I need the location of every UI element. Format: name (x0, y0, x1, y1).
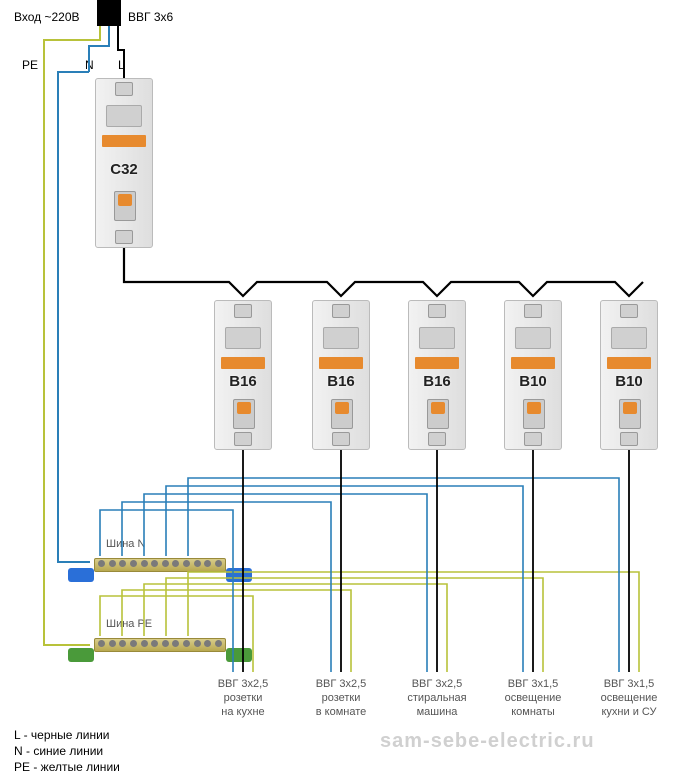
output-label: ВВГ 3x1,5 (488, 678, 578, 690)
output-label: ВВГ 3x2,5 (392, 678, 482, 690)
breaker-terminal-bottom (524, 432, 542, 446)
output-label: розетки (296, 692, 386, 704)
output-label: розетки (198, 692, 288, 704)
breaker-4: B10 (600, 300, 658, 450)
breaker-terminal-bottom (115, 230, 133, 244)
breaker-brand-stripe (221, 357, 265, 369)
label-N: N (85, 58, 94, 72)
breaker-rating: B16 (215, 373, 271, 390)
breaker-brand-stripe (319, 357, 363, 369)
output-label: стиральная (392, 692, 482, 704)
label-bus-n: Шина N (106, 538, 145, 550)
breaker-rating: B16 (409, 373, 465, 390)
busbar-n (70, 552, 250, 578)
label-L: L (118, 58, 125, 72)
breaker-terminal-bottom (332, 432, 350, 446)
output-label: освещение (584, 692, 674, 704)
label-input-voltage: Вход ~220В (14, 10, 80, 24)
output-label: ВВГ 3x2,5 (296, 678, 386, 690)
busbar-n-screws (98, 560, 222, 570)
busbar-pe (70, 632, 250, 658)
breaker-window (419, 327, 455, 349)
breaker-brand-stripe (415, 357, 459, 369)
breaker-switch (427, 399, 449, 429)
output-label: в комнате (296, 706, 386, 718)
breaker-switch (619, 399, 641, 429)
breaker-terminal-top (332, 304, 350, 318)
legend-PE: PE - желтые линии (14, 760, 120, 774)
breaker-rating: B16 (313, 373, 369, 390)
breaker-switch (114, 191, 136, 221)
breaker-terminal-bottom (428, 432, 446, 446)
breaker-brand-stripe (607, 357, 651, 369)
breaker-terminal-bottom (234, 432, 252, 446)
output-label: ВВГ 3x1,5 (584, 678, 674, 690)
busbar-pe-mount-right (226, 648, 252, 662)
legend-N: N - синие линии (14, 744, 103, 758)
label-PE: PE (22, 58, 38, 72)
breaker-window (611, 327, 647, 349)
breaker-terminal-bottom (620, 432, 638, 446)
busbar-pe-screws (98, 640, 222, 650)
output-label: ВВГ 3x2,5 (198, 678, 288, 690)
breaker-window (323, 327, 359, 349)
output-label: комнаты (488, 706, 578, 718)
breaker-brand-stripe (511, 357, 555, 369)
breaker-2: B16 (408, 300, 466, 450)
breaker-0: B16 (214, 300, 272, 450)
label-input-cable: ВВГ 3х6 (128, 10, 173, 24)
watermark: sam-sebe-electric.ru (380, 730, 595, 753)
breaker-switch (523, 399, 545, 429)
breaker-terminal-top (620, 304, 638, 318)
main-breaker-rating: C32 (96, 161, 152, 178)
breaker-3: B10 (504, 300, 562, 450)
breaker-rating: B10 (505, 373, 561, 390)
output-label: освещение (488, 692, 578, 704)
label-bus-pe: Шина PE (106, 618, 152, 630)
breaker-window (106, 105, 142, 127)
diagram-canvas: Вход ~220В ВВГ 3х6 PE N L C32 B16 B16 B16 B… (0, 0, 700, 775)
busbar-pe-mount-left (68, 648, 94, 662)
breaker-brand-stripe (102, 135, 146, 147)
breaker-terminal-top (115, 82, 133, 96)
legend-L: L - черные линии (14, 728, 110, 742)
breaker-window (225, 327, 261, 349)
breaker-rating: B10 (601, 373, 657, 390)
entry-terminal (97, 0, 121, 26)
output-label: кухни и СУ (584, 706, 674, 718)
breaker-1: B16 (312, 300, 370, 450)
output-label: машина (392, 706, 482, 718)
breaker-window (515, 327, 551, 349)
main-breaker: C32 (95, 78, 153, 248)
breaker-terminal-top (234, 304, 252, 318)
busbar-n-mount-left (68, 568, 94, 582)
busbar-n-mount-right (226, 568, 252, 582)
breaker-terminal-top (428, 304, 446, 318)
output-label: на кухне (198, 706, 288, 718)
breaker-switch (331, 399, 353, 429)
breaker-switch (233, 399, 255, 429)
breaker-terminal-top (524, 304, 542, 318)
